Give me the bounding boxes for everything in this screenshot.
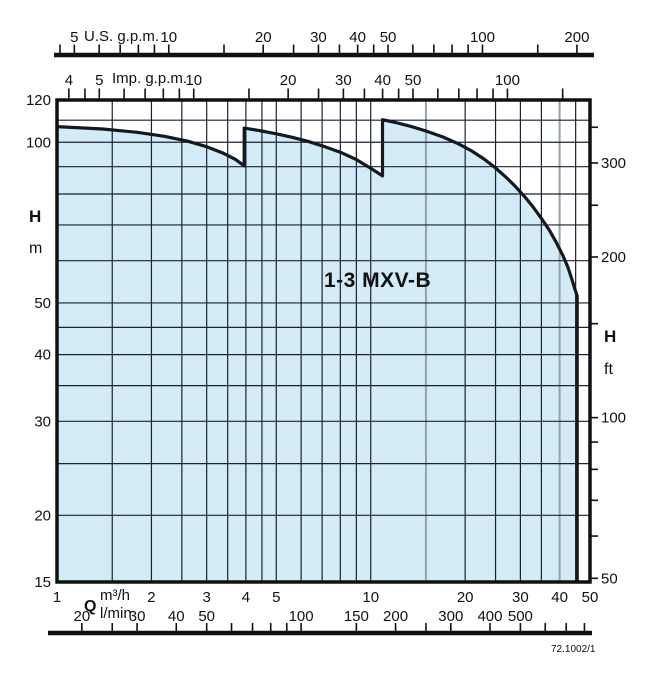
- pump-range-label: 1-3 MXV-B: [324, 269, 432, 292]
- imp-gpm-tick-label: 40: [374, 72, 391, 89]
- h-m-tick-label: 100: [26, 134, 51, 151]
- h-ft-tick-label: 50: [601, 570, 618, 587]
- imp-gpm-tick-label: 10: [185, 72, 202, 89]
- imp-gpm-tick-label: 4: [65, 72, 73, 89]
- h-m-tick-label: 15: [34, 574, 51, 591]
- imp-gpm-axis-title: Imp. g.p.m.: [112, 70, 188, 87]
- m3h-tick-label: 50: [582, 589, 599, 606]
- lmin-tick-label: 300: [438, 608, 463, 625]
- lmin-tick-label: 20: [73, 608, 90, 625]
- us-gpm-tick-label: 200: [564, 29, 589, 46]
- us-gpm-tick-label: 20: [255, 29, 272, 46]
- m3h-tick-label: 1: [53, 589, 61, 606]
- head-axis-unit-m: m: [29, 240, 43, 257]
- us-gpm-tick-label: 5: [70, 29, 78, 46]
- lmin-tick-label: 100: [289, 608, 314, 625]
- lmin-tick-label: 40: [168, 608, 185, 625]
- h-m-tick-label: 50: [34, 295, 51, 312]
- envelope-curve: [56, 118, 579, 582]
- imp-gpm-tick-label: 100: [495, 72, 520, 89]
- head-axis-symbol-right: H: [604, 327, 617, 346]
- lmin-tick-label: 200: [383, 608, 408, 625]
- h-m-tick-label: 30: [34, 413, 51, 430]
- imp-gpm-tick-label: 30: [335, 72, 352, 89]
- flow-axis-unit-lmin: l/min: [100, 605, 132, 622]
- imp-gpm-tick-label: 50: [405, 72, 422, 89]
- lmin-tick-label: 150: [344, 608, 369, 625]
- m3h-tick-label: 40: [551, 589, 568, 606]
- m3h-tick-label: 4: [242, 589, 250, 606]
- envelope-fill: [57, 119, 578, 582]
- h-ft-tick-label: 200: [601, 249, 626, 266]
- h-m-tick-label: 20: [34, 507, 51, 524]
- lmin-tick-label: 50: [198, 608, 215, 625]
- us-gpm-axis-title: U.S. g.p.m.: [84, 28, 160, 45]
- us-gpm-tick-label: 100: [470, 29, 495, 46]
- h-m-tick-label: 40: [34, 347, 51, 364]
- drawing-code: 72.1002/1: [551, 644, 596, 655]
- m3h-tick-label: 3: [203, 589, 211, 606]
- h-m-tick-label: 120: [26, 92, 51, 109]
- us-gpm-tick-label: 40: [349, 29, 366, 46]
- lmin-tick-label: 30: [129, 608, 146, 625]
- chart-frame: [55, 98, 592, 584]
- us-gpm-tick-label: 30: [310, 29, 327, 46]
- h-ft-tick-label: 300: [601, 155, 626, 172]
- us-gpm-tick-label: 10: [160, 29, 177, 46]
- m3h-tick-label: 5: [272, 589, 280, 606]
- lmin-tick-label: 500: [508, 608, 533, 625]
- imp-gpm-tick-label: 20: [280, 72, 297, 89]
- imp-gpm-tick-label: 5: [95, 72, 103, 89]
- m3h-tick-label: 2: [147, 589, 155, 606]
- lmin-tick-label: 400: [477, 608, 502, 625]
- m3h-tick-label: 30: [512, 589, 529, 606]
- us-gpm-tick-label: 50: [380, 29, 397, 46]
- m3h-tick-label: 10: [362, 589, 379, 606]
- h-ft-tick-label: 100: [601, 410, 626, 427]
- head-axis-symbol: H: [29, 207, 42, 226]
- m3h-tick-label: 20: [457, 589, 474, 606]
- flow-axis-unit-m3h: m³/h: [100, 587, 130, 604]
- head-axis-unit-ft: ft: [604, 361, 613, 378]
- flow-axis-symbol: Q: [84, 598, 97, 615]
